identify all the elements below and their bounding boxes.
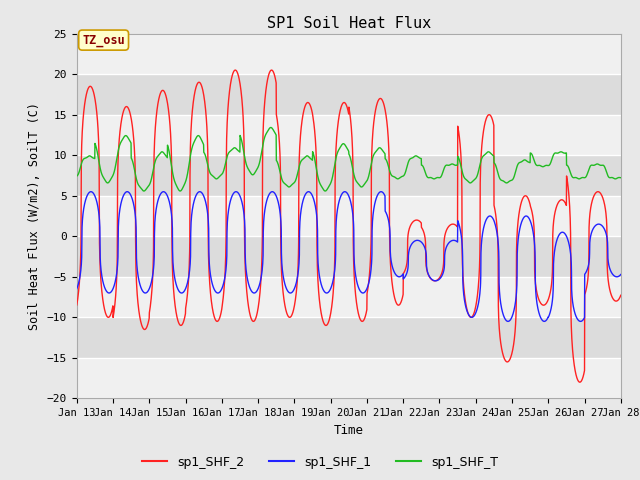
sp1_SHF_1 xyxy=(305,189,313,195)
Legend: sp1_SHF_2, sp1_SHF_1, sp1_SHF_T: sp1_SHF_2, sp1_SHF_1, sp1_SHF_T xyxy=(137,451,503,474)
sp1_SHF_1 xyxy=(607,267,614,273)
sp1_SHF_1 xyxy=(87,189,95,194)
Bar xyxy=(77,317,621,358)
sp1_SHF_T xyxy=(282,181,290,187)
sp1_SHF_T xyxy=(607,175,614,180)
Line: sp1_SHF_2: sp1_SHF_2 xyxy=(77,70,621,382)
sp1_SHF_1 xyxy=(168,210,175,216)
sp1_SHF_T xyxy=(135,182,143,188)
sp1_SHF_2 xyxy=(576,379,584,385)
sp1_SHF_2 xyxy=(305,100,313,106)
Bar xyxy=(77,155,621,196)
sp1_SHF_2 xyxy=(135,308,143,313)
sp1_SHF_T xyxy=(267,125,275,131)
sp1_SHF_2 xyxy=(232,67,239,73)
sp1_SHF_T xyxy=(305,155,313,160)
sp1_SHF_1 xyxy=(282,284,289,289)
sp1_SHF_2 xyxy=(607,289,614,295)
Bar xyxy=(77,358,621,398)
Y-axis label: Soil Heat Flux (W/m2), SoilT (C): Soil Heat Flux (W/m2), SoilT (C) xyxy=(28,102,41,330)
Bar xyxy=(77,277,621,317)
Bar xyxy=(77,34,621,74)
sp1_SHF_2 xyxy=(617,292,625,298)
sp1_SHF_2 xyxy=(282,306,289,312)
sp1_SHF_2 xyxy=(73,302,81,308)
sp1_SHF_2 xyxy=(548,280,556,286)
sp1_SHF_T xyxy=(140,188,148,194)
sp1_SHF_1 xyxy=(617,272,625,277)
sp1_SHF_2 xyxy=(167,143,175,148)
Title: SP1 Soil Heat Flux: SP1 Soil Heat Flux xyxy=(267,16,431,31)
X-axis label: Time: Time xyxy=(334,424,364,437)
Bar xyxy=(77,236,621,277)
sp1_SHF_1 xyxy=(577,319,584,324)
sp1_SHF_1 xyxy=(73,286,81,291)
sp1_SHF_1 xyxy=(548,302,556,308)
sp1_SHF_T xyxy=(617,175,625,180)
sp1_SHF_T xyxy=(168,162,175,168)
Bar xyxy=(77,74,621,115)
sp1_SHF_T xyxy=(548,156,556,162)
Line: sp1_SHF_1: sp1_SHF_1 xyxy=(77,192,621,322)
Text: TZ_osu: TZ_osu xyxy=(82,34,125,47)
Bar xyxy=(77,115,621,155)
Line: sp1_SHF_T: sp1_SHF_T xyxy=(77,128,621,191)
sp1_SHF_1 xyxy=(135,278,143,284)
sp1_SHF_T xyxy=(73,173,81,179)
Bar xyxy=(77,196,621,236)
